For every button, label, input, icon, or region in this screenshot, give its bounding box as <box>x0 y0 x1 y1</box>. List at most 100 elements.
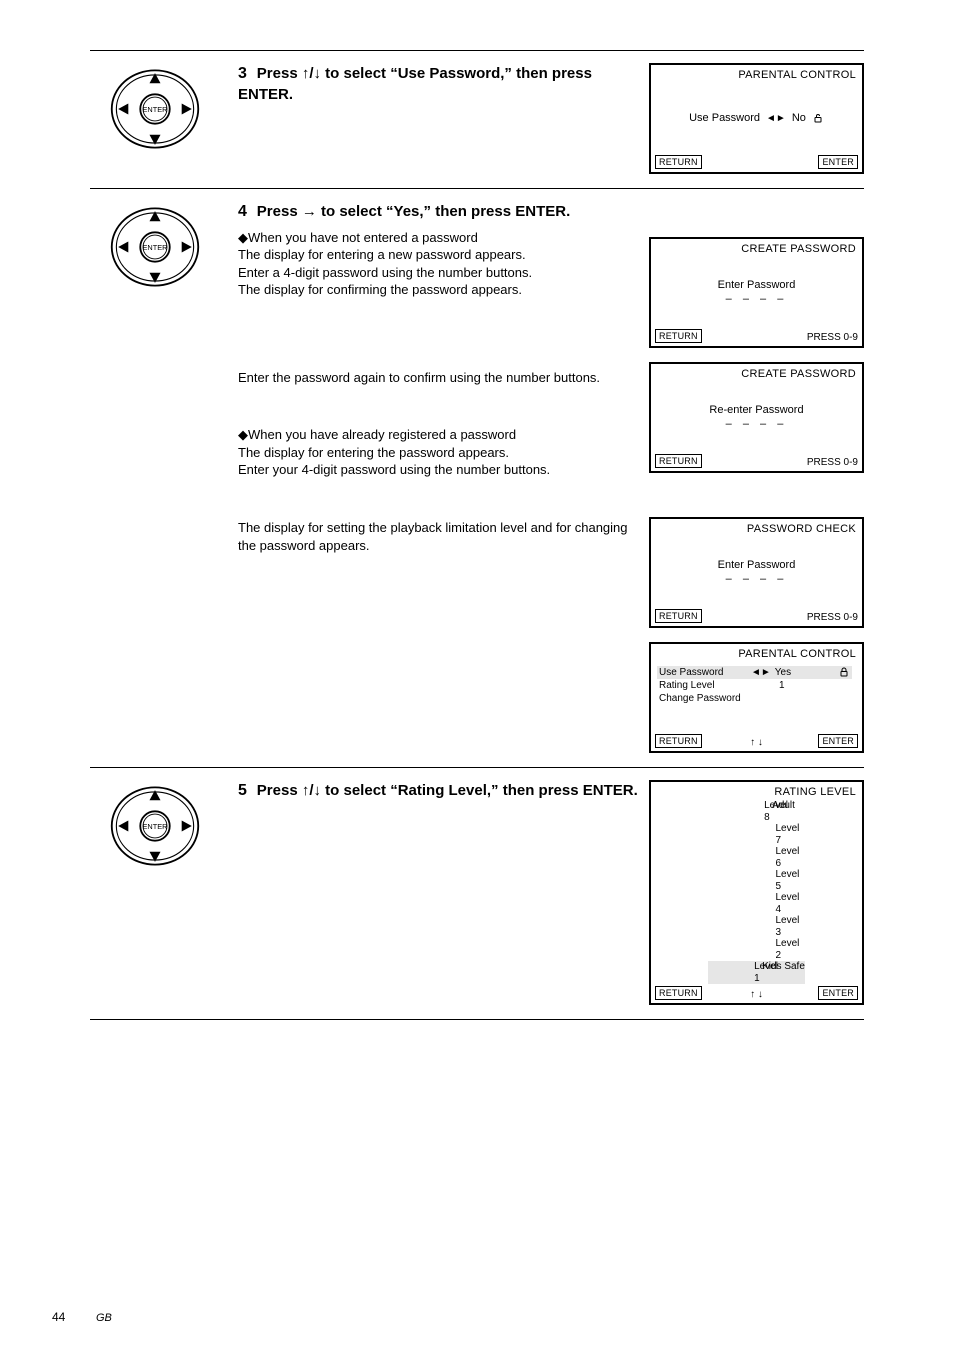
osd-title: PARENTAL CONTROL <box>651 644 862 662</box>
step-4-sub-0: ◆When you have not entered a password Th… <box>238 229 643 299</box>
step-3-main: Press ↑/↓ to select “Use Password,” then… <box>238 65 592 103</box>
up-down-arrows-icon: ↑ ↓ <box>750 737 763 748</box>
rating-level-note <box>776 938 784 961</box>
rating-level-row[interactable]: Level 7 <box>730 823 784 846</box>
rating-level-note: Adult <box>764 800 795 823</box>
rating-level-label: Level 4 <box>730 892 776 915</box>
menu-value: Yes <box>775 666 838 679</box>
osd-footer: RETURN ↑ ↓ ENTER <box>651 732 862 751</box>
enter-button[interactable]: ENTER <box>818 155 858 169</box>
rating-level-row[interactable]: Level 8Adult <box>718 800 795 823</box>
return-button[interactable]: RETURN <box>655 734 702 748</box>
rating-level-row[interactable]: Level 6 <box>730 846 784 869</box>
step-4-row: ENTER 4 Press → to select “Yes,” then pr… <box>90 188 864 753</box>
menu-row-rating-level[interactable]: Rating Level 1 <box>659 679 854 692</box>
step-3-row: ENTER 3 Press ↑/↓ to select “Use Passwor… <box>90 50 864 174</box>
press-0-9-label: PRESS 0-9 <box>807 612 858 623</box>
osd-body: Use Password ◄► Yes Rating Level 1 Chang <box>651 662 862 732</box>
svg-text:ENTER: ENTER <box>143 822 168 831</box>
return-button[interactable]: RETURN <box>655 454 702 468</box>
dpad-icon: ENTER <box>109 63 201 155</box>
osd-body: Use Password ◄► No <box>651 83 862 153</box>
use-password-value: No <box>792 112 806 124</box>
osd-create-2: CREATE PASSWORD Re-enter Password – – – … <box>649 362 864 473</box>
osd-footer: RETURN PRESS 0-9 <box>651 327 862 346</box>
step-4-sub-2: ◆When you have already registered a pass… <box>238 426 643 479</box>
osd-parental-2: PARENTAL CONTROL Use Password ◄► Yes Rat… <box>649 642 864 753</box>
rating-level-label: Level 1 <box>708 961 754 984</box>
step-5-row: ENTER 5 Press ↑/↓ to select “Rating Leve… <box>90 767 864 1005</box>
step-4-screens: CREATE PASSWORD Enter Password – – – – R… <box>649 201 864 753</box>
rating-level-note <box>776 892 784 915</box>
osd-title: PASSWORD CHECK <box>651 519 862 537</box>
unlock-icon <box>812 112 824 124</box>
enter-password-label: Enter Password <box>718 279 796 291</box>
osd-body: Level 8AdultLevel 7Level 6Level 5Level 4… <box>651 800 862 984</box>
rating-level-row[interactable]: Level 1Kids Safe <box>708 961 805 984</box>
svg-text:ENTER: ENTER <box>143 105 168 114</box>
password-dashes: – – – – <box>726 293 788 305</box>
osd-title: PARENTAL CONTROL <box>651 65 862 83</box>
step-4-main: Press → to select “Yes,” then press ENTE… <box>257 203 570 220</box>
rating-level-label: Level 3 <box>730 915 776 938</box>
remote-col: ENTER <box>90 780 220 872</box>
osd-title: CREATE PASSWORD <box>651 364 862 382</box>
step-3-screens: PARENTAL CONTROL Use Password ◄► No RETU… <box>649 63 864 174</box>
osd-body: Re-enter Password – – – – <box>651 382 862 452</box>
rating-level-note <box>776 846 784 869</box>
menu-label: Use Password <box>659 666 751 679</box>
rating-level-note <box>776 869 784 892</box>
osd-title: CREATE PASSWORD <box>651 239 862 257</box>
return-button[interactable]: RETURN <box>655 155 702 169</box>
return-button[interactable]: RETURN <box>655 329 702 343</box>
step-4-sub-3: The display for setting the playback lim… <box>238 519 643 554</box>
rating-level-row[interactable]: Level 2 <box>730 938 784 961</box>
step-3-num: 3 <box>238 65 247 82</box>
menu-row-change-password[interactable]: Change Password <box>659 692 854 705</box>
enter-button[interactable]: ENTER <box>818 986 858 1000</box>
lock-icon <box>838 666 850 678</box>
spacer <box>649 487 864 503</box>
osd-footer: RETURN ENTER <box>651 153 862 172</box>
osd-title: RATING LEVEL <box>651 782 862 800</box>
rating-level-note <box>776 915 784 938</box>
osd-body: Enter Password – – – – <box>651 257 862 327</box>
rating-level-row[interactable]: Level 3 <box>730 915 784 938</box>
step-4-sub-1: Enter the password again to confirm usin… <box>238 369 643 387</box>
dpad-icon: ENTER <box>109 780 201 872</box>
osd-footer: RETURN ↑ ↓ ENTER <box>651 984 862 1003</box>
up-down-arrows-icon: ↑ ↓ <box>750 989 763 1000</box>
osd-footer: RETURN PRESS 0-9 <box>651 452 862 471</box>
bottom-rule <box>90 1019 864 1020</box>
osd-create-1: CREATE PASSWORD Enter Password – – – – R… <box>649 237 864 348</box>
return-button[interactable]: RETURN <box>655 609 702 623</box>
menu-label: Rating Level <box>659 679 751 692</box>
remote-col: ENTER <box>90 201 220 293</box>
enter-button[interactable]: ENTER <box>818 734 858 748</box>
rating-level-label: Level 2 <box>730 938 776 961</box>
password-dashes: – – – – <box>726 418 788 430</box>
step-5-num: 5 <box>238 782 247 799</box>
step-4-text: 4 Press → to select “Yes,” then press EN… <box>220 201 649 554</box>
step-3-text: 3 Press ↑/↓ to select “Use Password,” th… <box>220 63 649 105</box>
rating-level-row[interactable]: Level 5 <box>730 869 784 892</box>
svg-text:ENTER: ENTER <box>143 243 168 252</box>
osd-rating-level: RATING LEVEL Level 8AdultLevel 7Level 6L… <box>649 780 864 1005</box>
rating-level-label: Level 8 <box>718 800 764 823</box>
return-button[interactable]: RETURN <box>655 986 702 1000</box>
rating-level-label: Level 6 <box>730 846 776 869</box>
rating-level-note <box>776 823 784 846</box>
page-number: 44 <box>52 1310 65 1324</box>
use-password-label: Use Password <box>689 112 760 124</box>
rating-level-label: Level 5 <box>730 869 776 892</box>
reenter-password-label: Re-enter Password <box>709 404 803 416</box>
menu-value: 1 <box>751 679 854 692</box>
remote-col: ENTER <box>90 63 220 155</box>
step-4-num: 4 <box>238 203 247 220</box>
rating-level-row[interactable]: Level 4 <box>730 892 784 915</box>
osd-footer: RETURN PRESS 0-9 <box>651 607 862 626</box>
enter-password-label: Enter Password <box>718 559 796 571</box>
step-5-screens: RATING LEVEL Level 8AdultLevel 7Level 6L… <box>649 780 864 1005</box>
osd-parental-1: PARENTAL CONTROL Use Password ◄► No RETU… <box>649 63 864 174</box>
menu-row-use-password[interactable]: Use Password ◄► Yes <box>657 666 852 679</box>
